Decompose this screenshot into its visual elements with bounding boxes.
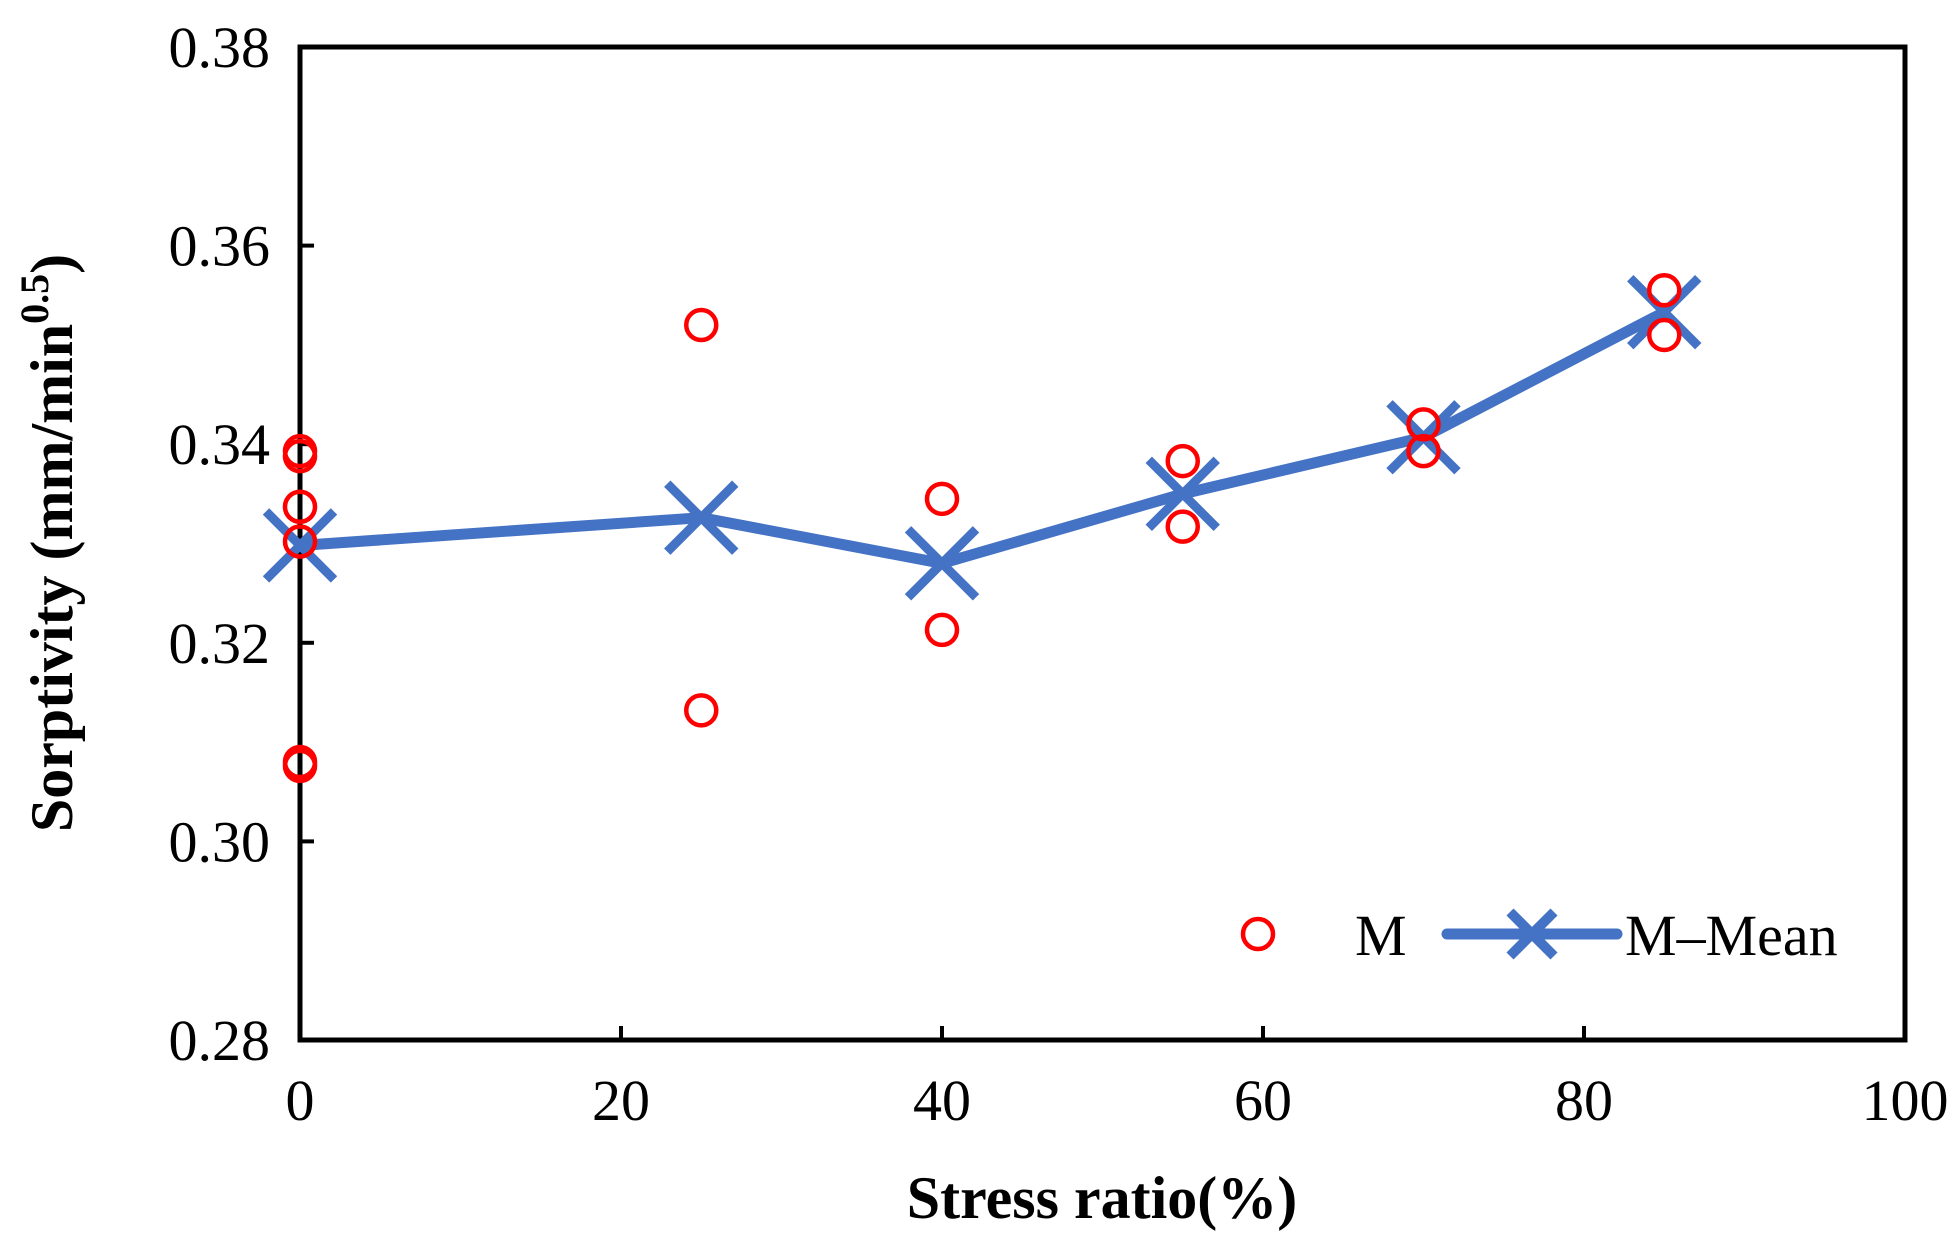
series-m-point <box>1165 443 1200 479</box>
series-m-point <box>1647 317 1682 353</box>
legend: M M–Mean <box>1240 903 1838 968</box>
series-m-point <box>684 307 719 343</box>
plot-area <box>297 44 1908 1043</box>
y-axis-title-superscript: 0.5 <box>12 274 57 324</box>
series-layer <box>262 273 1702 784</box>
x-tick-label: 80 <box>1555 1068 1613 1133</box>
series-m-mean-marker <box>1145 456 1220 532</box>
y-axis-title: Sorptivity (mm/min0.5) <box>12 254 85 832</box>
y-tick-label: 0.34 <box>169 412 271 477</box>
x-tick-label: 100 <box>1862 1068 1949 1133</box>
y-axis-title-main: Sorptivity (mm/min <box>19 324 85 832</box>
y-tick-label: 0.36 <box>169 214 271 279</box>
series-m-point <box>1406 433 1441 469</box>
y-axis-ticks: 0.28 0.30 0.32 0.34 0.36 0.38 <box>169 15 314 1073</box>
x-tick-label: 60 <box>1234 1068 1292 1133</box>
series-m-point <box>924 481 960 517</box>
series-m-point <box>1165 509 1200 544</box>
series-m-mean-line <box>294 306 1670 569</box>
y-tick-label: 0.28 <box>169 1008 271 1073</box>
legend-marker-m-mean <box>1506 908 1558 960</box>
series-m-point <box>924 612 960 648</box>
y-tick-label: 0.32 <box>169 611 271 676</box>
series-m-point <box>282 489 318 525</box>
x-axis-ticks: 0 20 40 60 80 100 <box>286 1026 1949 1133</box>
series-m-point <box>1647 273 1682 308</box>
y-tick-label: 0.30 <box>169 809 271 874</box>
x-tick-label: 20 <box>592 1068 650 1133</box>
series-m-mean-marker <box>904 526 980 601</box>
y-tick-label: 0.38 <box>169 15 271 80</box>
legend-label-m: M <box>1355 903 1407 968</box>
series-m-mean-marker <box>262 508 338 583</box>
series-m-point <box>1406 407 1441 442</box>
y-axis-title-close: ) <box>19 254 85 274</box>
series-m-point <box>282 438 318 474</box>
series-m-mean-marker <box>1627 274 1702 350</box>
x-tick-label: 0 <box>286 1068 315 1133</box>
series-m-point <box>282 748 318 784</box>
x-tick-label: 40 <box>913 1068 971 1133</box>
series-m-point <box>684 693 719 728</box>
series-m-mean-marker <box>664 480 739 555</box>
x-axis-title: Stress ratio(%) <box>907 1165 1297 1231</box>
legend-marker-m <box>1240 916 1276 952</box>
series-m-point <box>282 524 318 559</box>
legend-label-m-mean: M–Mean <box>1625 903 1838 968</box>
